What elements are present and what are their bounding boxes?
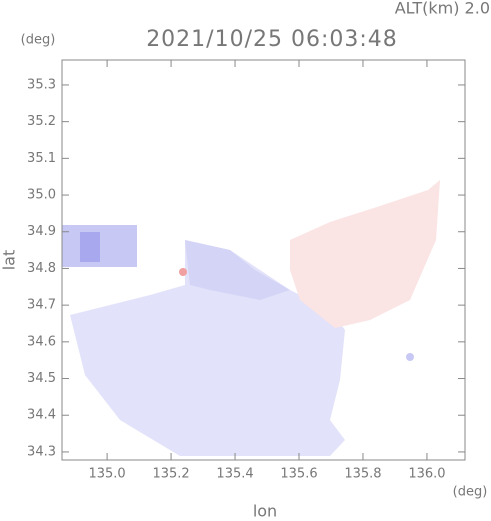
y-tick-label: 34.9 — [27, 224, 56, 239]
echo-area — [80, 232, 100, 262]
y-tick-label: 34.3 — [27, 444, 56, 459]
echo-area — [179, 268, 187, 276]
echo-area — [290, 180, 440, 328]
x-tick-label: 135.0 — [88, 467, 125, 482]
plot-frame — [61, 59, 466, 461]
x-tick-label: 135.2 — [152, 467, 189, 482]
y-tick-label: 34.6 — [27, 334, 56, 349]
y-unit: (deg) — [21, 33, 56, 48]
y-tick-label: 35.3 — [27, 77, 56, 92]
chart-title: 2021/10/25 06:03:48 — [146, 27, 398, 52]
x-tick-label: 135.8 — [344, 467, 381, 482]
y-tick-label: 34.7 — [27, 298, 56, 313]
x-tick-label: 136.0 — [408, 467, 445, 482]
y-tick-label: 34.4 — [27, 408, 56, 423]
x-tick-label: 135.4 — [216, 467, 253, 482]
y-tick-label: 34.8 — [27, 261, 56, 276]
x-tick-label: 135.6 — [280, 467, 317, 482]
altitude-label: ALT(km) 2.0 — [395, 0, 490, 18]
x-unit: (deg) — [453, 485, 488, 500]
radar-field — [62, 180, 440, 456]
y-tick-label: 35.2 — [27, 114, 56, 129]
y-tick-label: 34.5 — [27, 371, 56, 386]
y-tick-label: 35.0 — [27, 188, 56, 203]
y-tick-label: 35.1 — [27, 151, 56, 166]
echo-area — [185, 240, 290, 300]
echo-area — [406, 353, 414, 361]
y-axis-label: lat — [0, 250, 19, 271]
x-axis-label: lon — [253, 502, 277, 521]
